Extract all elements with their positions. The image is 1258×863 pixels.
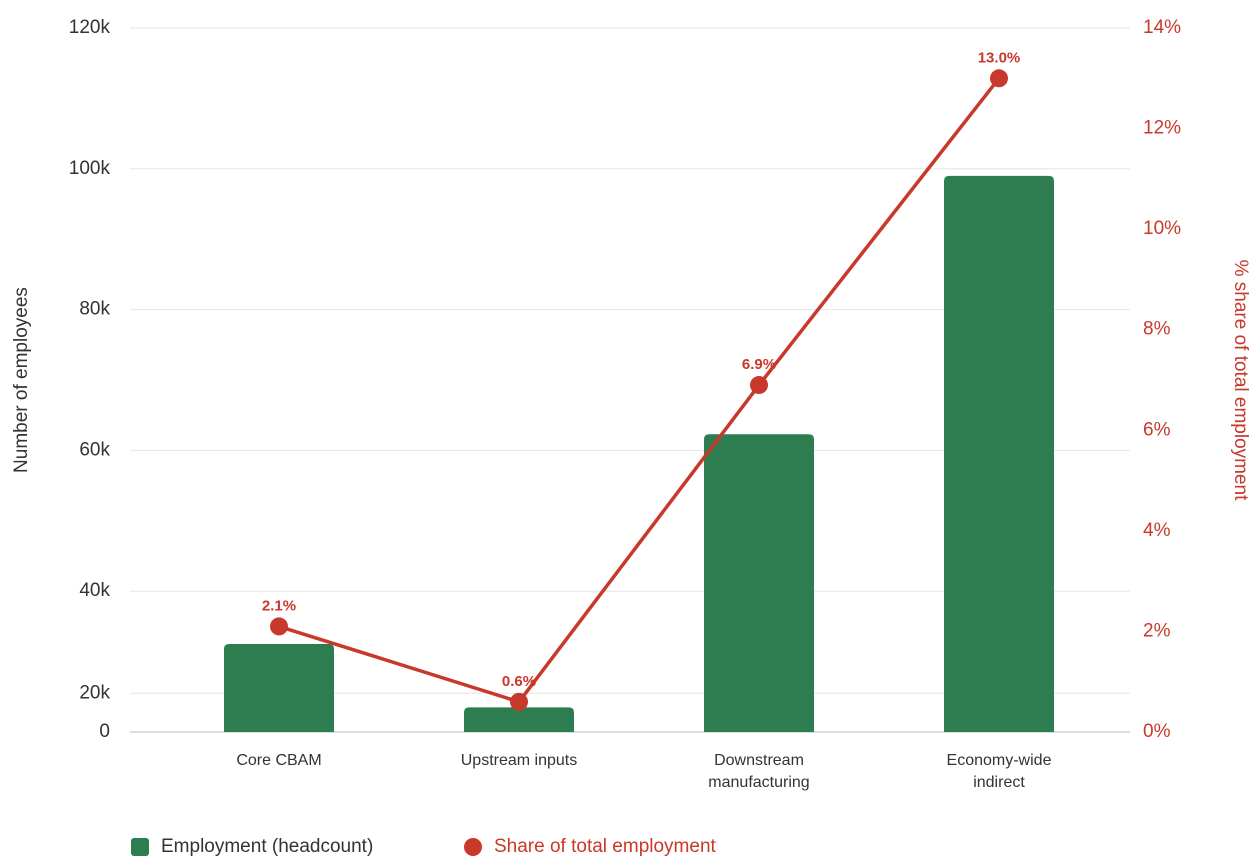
y-axis-title: Number of employees: [11, 287, 32, 473]
bar: [944, 175, 1054, 733]
x-tick-label: Economy-wide: [947, 752, 1052, 769]
y-tick-label: 80k: [79, 299, 110, 320]
y-tick-label: 20k: [79, 682, 110, 703]
bar: [464, 707, 574, 732]
value-label: 13.0%: [978, 49, 1021, 66]
value-label: 0.6%: [502, 673, 536, 690]
point: [750, 376, 768, 395]
legend-swatch: [131, 838, 149, 856]
x-tick-label: Upstream inputs: [461, 752, 578, 769]
bar: [704, 434, 814, 732]
y-tick-label: 120k: [69, 17, 111, 38]
line: [278, 77, 1001, 704]
x-tick-label: Core CBAM: [236, 752, 321, 769]
y2-tick-label: 12%: [1143, 118, 1181, 139]
x-tick-label: Downstream: [714, 752, 804, 769]
point: [510, 692, 528, 711]
y-tick-label: 60k: [79, 439, 110, 460]
y2-tick-label: 0%: [1143, 721, 1171, 742]
y-tick-label: 40k: [79, 580, 110, 601]
y2-tick-label: 8%: [1143, 319, 1171, 340]
y2-tick-label: 2%: [1143, 620, 1171, 641]
legend-swatch: [464, 838, 482, 856]
x-tick-label: indirect: [973, 774, 1025, 791]
value-label: 2.1%: [262, 597, 296, 614]
y2-axis-title: % share of total employment: [1230, 260, 1251, 502]
y-tick-label: 0: [99, 721, 110, 742]
y2-tick-label: 4%: [1143, 520, 1171, 541]
legend-label: Employment (headcount): [161, 836, 373, 857]
y2-tick-label: 14%: [1143, 17, 1181, 38]
y2-tick-label: 10%: [1143, 218, 1181, 239]
value-label: 6.9%: [742, 356, 776, 373]
y-tick-label: 100k: [69, 158, 111, 179]
x-tick-label: manufacturing: [708, 774, 809, 791]
bar: [224, 644, 334, 732]
y2-tick-label: 6%: [1143, 419, 1171, 440]
point: [270, 617, 288, 636]
legend-label: Share of total employment: [494, 836, 717, 857]
point: [990, 69, 1008, 88]
